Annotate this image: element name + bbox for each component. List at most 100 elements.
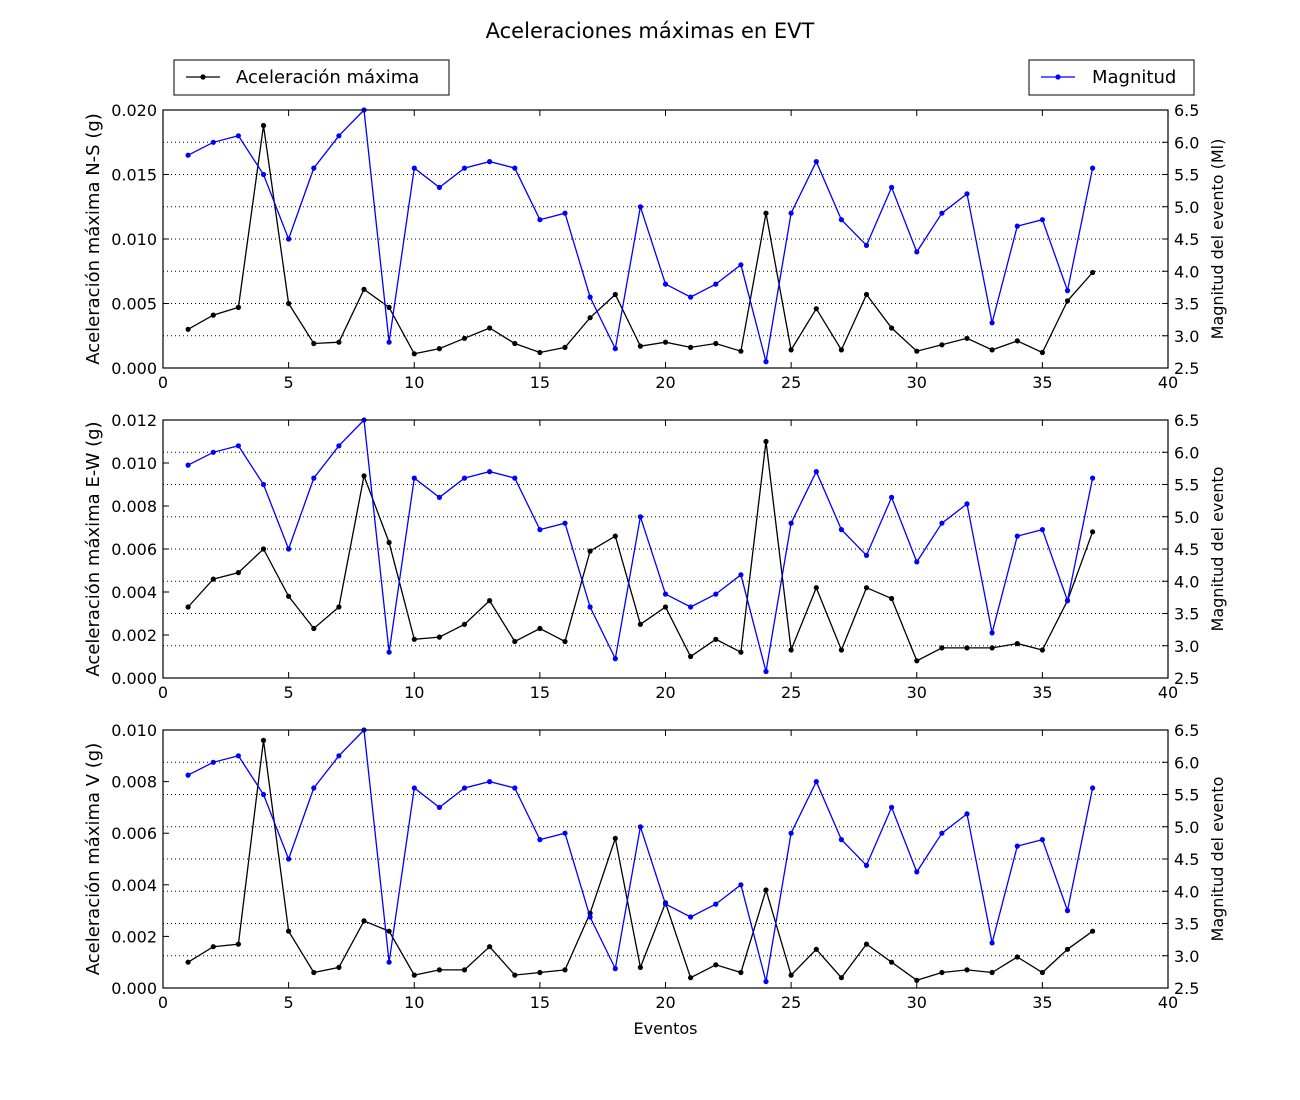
magnitude-point	[713, 281, 719, 287]
magnitude-point	[336, 133, 342, 139]
legend-accel-label: Aceleración máxima	[236, 67, 419, 88]
magnitude-point	[286, 856, 292, 862]
magnitude-point	[1039, 527, 1045, 533]
accel-point	[889, 595, 895, 602]
magnitude-point	[738, 262, 744, 268]
magnitude-point	[512, 165, 518, 171]
magnitude-point	[260, 791, 267, 798]
y2-tick-label: 6.0	[1174, 133, 1199, 152]
magnitude-point	[964, 811, 970, 817]
y2-tick-label: 3.5	[1174, 605, 1199, 624]
x-tick-label: 10	[404, 993, 424, 1012]
accel-point	[461, 967, 468, 973]
magnitude-point	[386, 649, 392, 655]
accel-point	[964, 967, 970, 973]
y2-tick-label: 5.0	[1174, 818, 1199, 837]
accel-point	[587, 548, 593, 554]
x-tick-label: 10	[404, 373, 424, 392]
y2-tick-label: 5.0	[1174, 508, 1199, 527]
magnitude-point	[662, 901, 669, 907]
legend-accel: Aceleración máxima	[173, 59, 450, 96]
y-axis-label: Aceleración máxima V (g)	[83, 743, 104, 976]
accel-point	[386, 928, 392, 934]
accel-point	[1014, 954, 1020, 960]
magnitude-point	[637, 204, 644, 210]
magnitude-point	[185, 462, 191, 468]
accel-point	[813, 306, 819, 312]
magnitude-series	[185, 107, 1096, 365]
y2-tick-label: 5.5	[1174, 166, 1199, 185]
magnitude-point	[461, 165, 468, 171]
magnitude-point	[788, 830, 794, 836]
magnitude-line	[187, 728, 1094, 982]
accel-point	[260, 546, 267, 552]
magnitude-point	[411, 165, 417, 171]
y-tick-label: 0.010	[111, 454, 157, 473]
y-tick-label: 0.004	[111, 876, 157, 895]
x-tick-label: 35	[1032, 993, 1052, 1012]
accel-point	[311, 625, 317, 632]
y-tick-label: 0.006	[111, 540, 157, 559]
x-tick-label: 25	[781, 683, 801, 702]
accel-point	[914, 977, 920, 983]
accel-series	[185, 737, 1096, 983]
accel-point	[487, 944, 493, 950]
magnitude-point	[612, 656, 618, 662]
magnitude-series	[185, 727, 1096, 985]
accel-point	[386, 304, 392, 310]
accel-point	[738, 649, 744, 655]
magnitude-point	[537, 837, 543, 843]
accel-point	[286, 928, 292, 934]
y2-tick-label: 6.0	[1174, 753, 1199, 772]
magnitude-point	[461, 785, 468, 791]
magnitude-point	[210, 759, 216, 765]
accel-point	[788, 972, 794, 978]
x-tick-label: 5	[284, 373, 294, 392]
y2-tick-label: 5.0	[1174, 198, 1199, 217]
accel-point	[939, 969, 945, 976]
accel-point	[914, 658, 920, 664]
magnitude-point	[838, 837, 845, 843]
x-tick-label: 15	[530, 373, 550, 392]
magnitude-point	[487, 779, 493, 785]
accel-point	[1090, 529, 1096, 535]
accel-point	[361, 918, 367, 924]
accel-point	[964, 645, 970, 651]
y2-tick-label: 3.0	[1174, 327, 1199, 346]
magnitude-point	[964, 501, 970, 507]
y2-tick-label: 2.5	[1174, 669, 1199, 688]
magnitude-point	[1039, 217, 1045, 223]
accel-point	[1064, 298, 1071, 304]
accel-point	[1039, 969, 1045, 976]
x-tick-label: 30	[907, 373, 927, 392]
magnitude-point	[512, 785, 518, 791]
accel-point	[286, 300, 292, 307]
magnitude-point	[487, 159, 493, 165]
y-tick-label: 0.000	[111, 979, 157, 998]
magnitude-point	[637, 514, 644, 520]
magnitude-point	[587, 604, 593, 610]
magnitude-line	[187, 108, 1094, 362]
legend-magnitude: Magnitud	[1028, 59, 1195, 96]
magnitude-point	[411, 475, 417, 481]
accel-point	[889, 325, 895, 331]
magnitude-point	[461, 475, 468, 481]
x-tick-label: 40	[1158, 683, 1178, 702]
accel-point	[512, 972, 518, 978]
y2-axis-label: Magnitud del evento	[1208, 777, 1227, 942]
accel-point	[185, 604, 191, 610]
magnitude-point	[688, 604, 694, 610]
x-tick-label: 15	[530, 993, 550, 1012]
accel-point	[612, 835, 618, 842]
magnitude-point	[260, 481, 267, 488]
accel-point	[361, 473, 367, 479]
y-tick-label: 0.020	[111, 101, 157, 120]
y2-tick-label: 4.0	[1174, 572, 1199, 591]
accel-point	[537, 969, 543, 976]
x-tick-label: 0	[158, 373, 168, 392]
magnitude-point	[1014, 843, 1020, 849]
accel-point	[185, 959, 191, 965]
magnitude-point	[587, 914, 593, 920]
magnitude-point	[612, 346, 618, 352]
